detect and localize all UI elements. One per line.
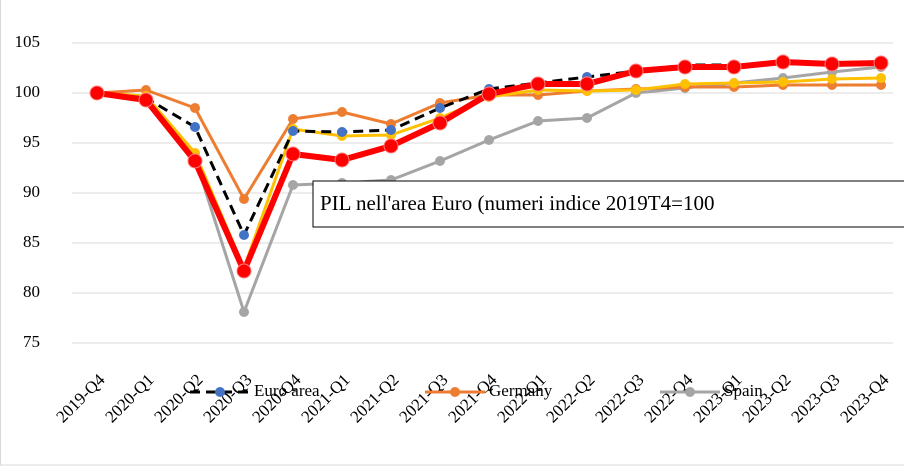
x-tick-label: 2021-Q3 <box>395 370 451 426</box>
data-point <box>776 55 790 69</box>
data-point <box>288 180 298 190</box>
y-tick-label: 80 <box>23 282 40 301</box>
data-point <box>90 86 104 100</box>
data-point <box>482 87 496 101</box>
x-tick-label: 2023-Q4 <box>836 370 893 427</box>
data-point <box>384 139 398 153</box>
data-point <box>188 154 202 168</box>
y-tick-label: 100 <box>15 82 41 101</box>
data-point <box>433 116 447 130</box>
legend-marker <box>685 387 695 397</box>
data-point <box>631 85 641 95</box>
x-tick-label: 2022-Q4 <box>640 370 697 427</box>
y-tick-label: 95 <box>23 132 40 151</box>
data-point <box>629 64 643 78</box>
data-point <box>288 114 298 124</box>
data-point <box>237 264 251 278</box>
data-point <box>825 57 839 71</box>
data-point <box>288 126 298 136</box>
data-point <box>337 107 347 117</box>
annotation: PIL nell'area Euro (numeri indice 2019T4… <box>320 191 714 215</box>
data-point <box>678 60 692 74</box>
data-point <box>435 156 445 166</box>
data-point <box>435 103 445 113</box>
data-point <box>286 147 300 161</box>
data-point <box>827 74 837 84</box>
data-point <box>239 194 249 204</box>
data-point <box>580 77 594 91</box>
y-tick-label: 75 <box>23 332 40 351</box>
data-point <box>533 116 543 126</box>
legend-label: Germany <box>489 381 553 400</box>
data-point <box>190 103 200 113</box>
y-tick-label: 105 <box>15 32 41 51</box>
x-tick-label: 2020-Q1 <box>101 370 157 426</box>
legend-label: Euro area <box>254 381 320 400</box>
data-point <box>484 135 494 145</box>
data-point <box>727 60 741 74</box>
data-point <box>876 73 886 83</box>
legend-marker <box>450 387 460 397</box>
legend-label: Spain <box>724 381 763 400</box>
data-point <box>239 230 249 240</box>
data-point <box>239 307 249 317</box>
x-tick-label: 2022-Q3 <box>591 370 647 426</box>
data-point <box>531 77 545 91</box>
data-point <box>337 127 347 137</box>
data-point <box>335 153 349 167</box>
y-tick-label: 90 <box>23 182 40 201</box>
x-tick-label: 2023-Q3 <box>787 370 843 426</box>
series-line <box>97 78 881 268</box>
data-point <box>386 125 396 135</box>
y-tick-label: 85 <box>23 232 40 251</box>
x-tick-label: 2020-Q2 <box>150 370 206 426</box>
data-point <box>874 56 888 70</box>
data-point <box>729 78 739 88</box>
data-point <box>778 77 788 87</box>
data-point <box>582 113 592 123</box>
x-tick-label: 2021-Q2 <box>346 370 402 426</box>
data-point <box>139 93 153 107</box>
data-point <box>190 122 200 132</box>
legend-marker <box>215 387 225 397</box>
x-tick-label: 2019-Q4 <box>52 370 109 427</box>
x-tick-label: 2020-Q3 <box>199 370 255 426</box>
data-point <box>680 79 690 89</box>
